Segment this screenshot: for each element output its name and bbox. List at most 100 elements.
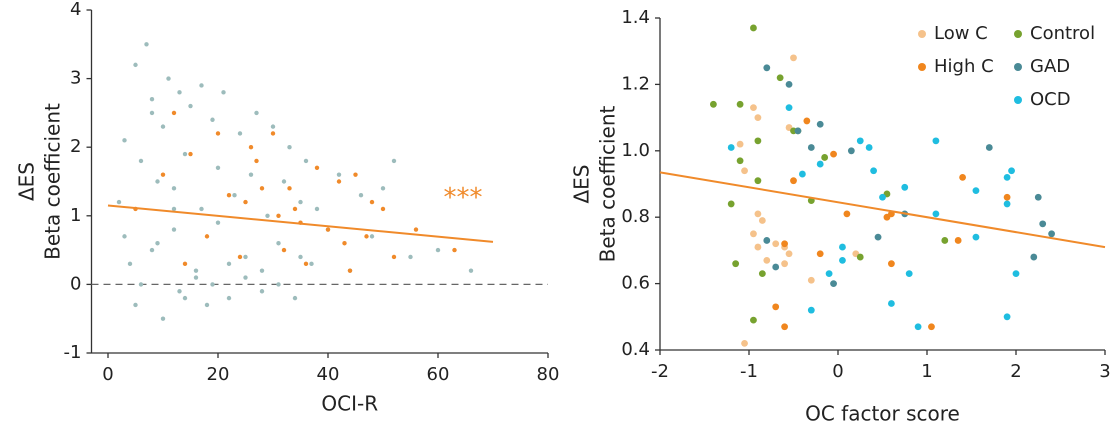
- point: [298, 199, 303, 205]
- point: [1003, 173, 1011, 181]
- y-axis-label: Beta coefficient: [596, 105, 620, 262]
- point: [959, 173, 966, 181]
- point: [1030, 253, 1038, 261]
- point: [763, 237, 771, 244]
- point: [237, 131, 243, 136]
- point: [243, 254, 248, 260]
- point: [380, 206, 386, 212]
- point: [336, 179, 342, 184]
- point: [122, 138, 127, 143]
- point: [155, 179, 160, 184]
- point: [204, 234, 210, 239]
- point: [790, 54, 797, 62]
- y-tick-label: 2: [70, 136, 81, 157]
- point: [232, 193, 237, 198]
- point: [1039, 220, 1047, 228]
- point: [1003, 193, 1011, 201]
- point: [254, 110, 259, 116]
- point: [914, 323, 922, 331]
- point: [750, 24, 757, 32]
- point: [149, 247, 155, 253]
- point: [248, 145, 254, 150]
- point: [171, 227, 177, 232]
- point: [298, 254, 303, 260]
- y-tick-label: 0.6: [621, 273, 650, 294]
- point: [408, 254, 413, 260]
- point: [772, 263, 780, 271]
- point: [839, 256, 846, 264]
- point: [856, 253, 864, 261]
- point: [155, 241, 160, 246]
- point: [133, 302, 138, 308]
- point: [276, 282, 281, 287]
- point: [972, 187, 980, 195]
- point: [347, 268, 353, 273]
- point: [292, 206, 298, 212]
- legend-label: Control: [1030, 23, 1095, 44]
- legend-label: OCD: [1030, 89, 1071, 110]
- point: [358, 193, 364, 198]
- point: [160, 124, 166, 129]
- point: [342, 241, 347, 246]
- point: [193, 268, 199, 273]
- point: [763, 256, 771, 264]
- point: [270, 131, 276, 136]
- point: [160, 316, 166, 321]
- point: [754, 137, 762, 145]
- point: [727, 144, 735, 151]
- point: [772, 240, 780, 248]
- point: [314, 206, 320, 212]
- point: [816, 160, 824, 168]
- point: [1012, 270, 1020, 278]
- point: [1003, 313, 1011, 321]
- point: [226, 295, 232, 301]
- point: [888, 300, 895, 307]
- y-tick-label: 0: [70, 273, 81, 294]
- point: [166, 76, 171, 81]
- point: [1034, 193, 1042, 201]
- y-tick-label: 1.2: [621, 73, 650, 94]
- point: [171, 110, 177, 116]
- point: [287, 186, 292, 191]
- point: [276, 213, 281, 218]
- point: [1003, 200, 1011, 208]
- point: [177, 90, 182, 95]
- legend-marker: [1014, 63, 1022, 71]
- point: [888, 260, 895, 268]
- point: [171, 206, 177, 212]
- y-tick-label: 4: [70, 0, 81, 20]
- point: [182, 151, 188, 157]
- y-tick-label: 3: [70, 68, 81, 89]
- legend-marker: [918, 30, 926, 38]
- y-tick-label: -1: [64, 342, 82, 363]
- point: [790, 177, 797, 185]
- point: [972, 233, 980, 241]
- point: [353, 172, 358, 177]
- point: [754, 114, 762, 121]
- point: [901, 183, 909, 191]
- point: [336, 172, 342, 177]
- y-tick-label: 0.4: [621, 339, 650, 360]
- point: [309, 261, 314, 267]
- point: [204, 302, 210, 308]
- point: [182, 261, 188, 267]
- point: [226, 261, 232, 267]
- point: [781, 323, 788, 331]
- point: [807, 276, 815, 284]
- point: [144, 42, 149, 47]
- point: [259, 268, 265, 273]
- point: [785, 104, 793, 112]
- point: [303, 261, 309, 267]
- legend-label: GAD: [1030, 56, 1070, 77]
- point: [210, 282, 215, 287]
- point: [710, 100, 717, 108]
- point: [941, 237, 949, 244]
- point: [816, 120, 824, 128]
- x-tick-label: 3: [1099, 361, 1110, 382]
- point: [839, 243, 846, 251]
- point: [127, 261, 133, 267]
- point: [847, 147, 855, 155]
- point: [928, 323, 935, 331]
- point: [226, 193, 232, 198]
- point: [750, 104, 757, 112]
